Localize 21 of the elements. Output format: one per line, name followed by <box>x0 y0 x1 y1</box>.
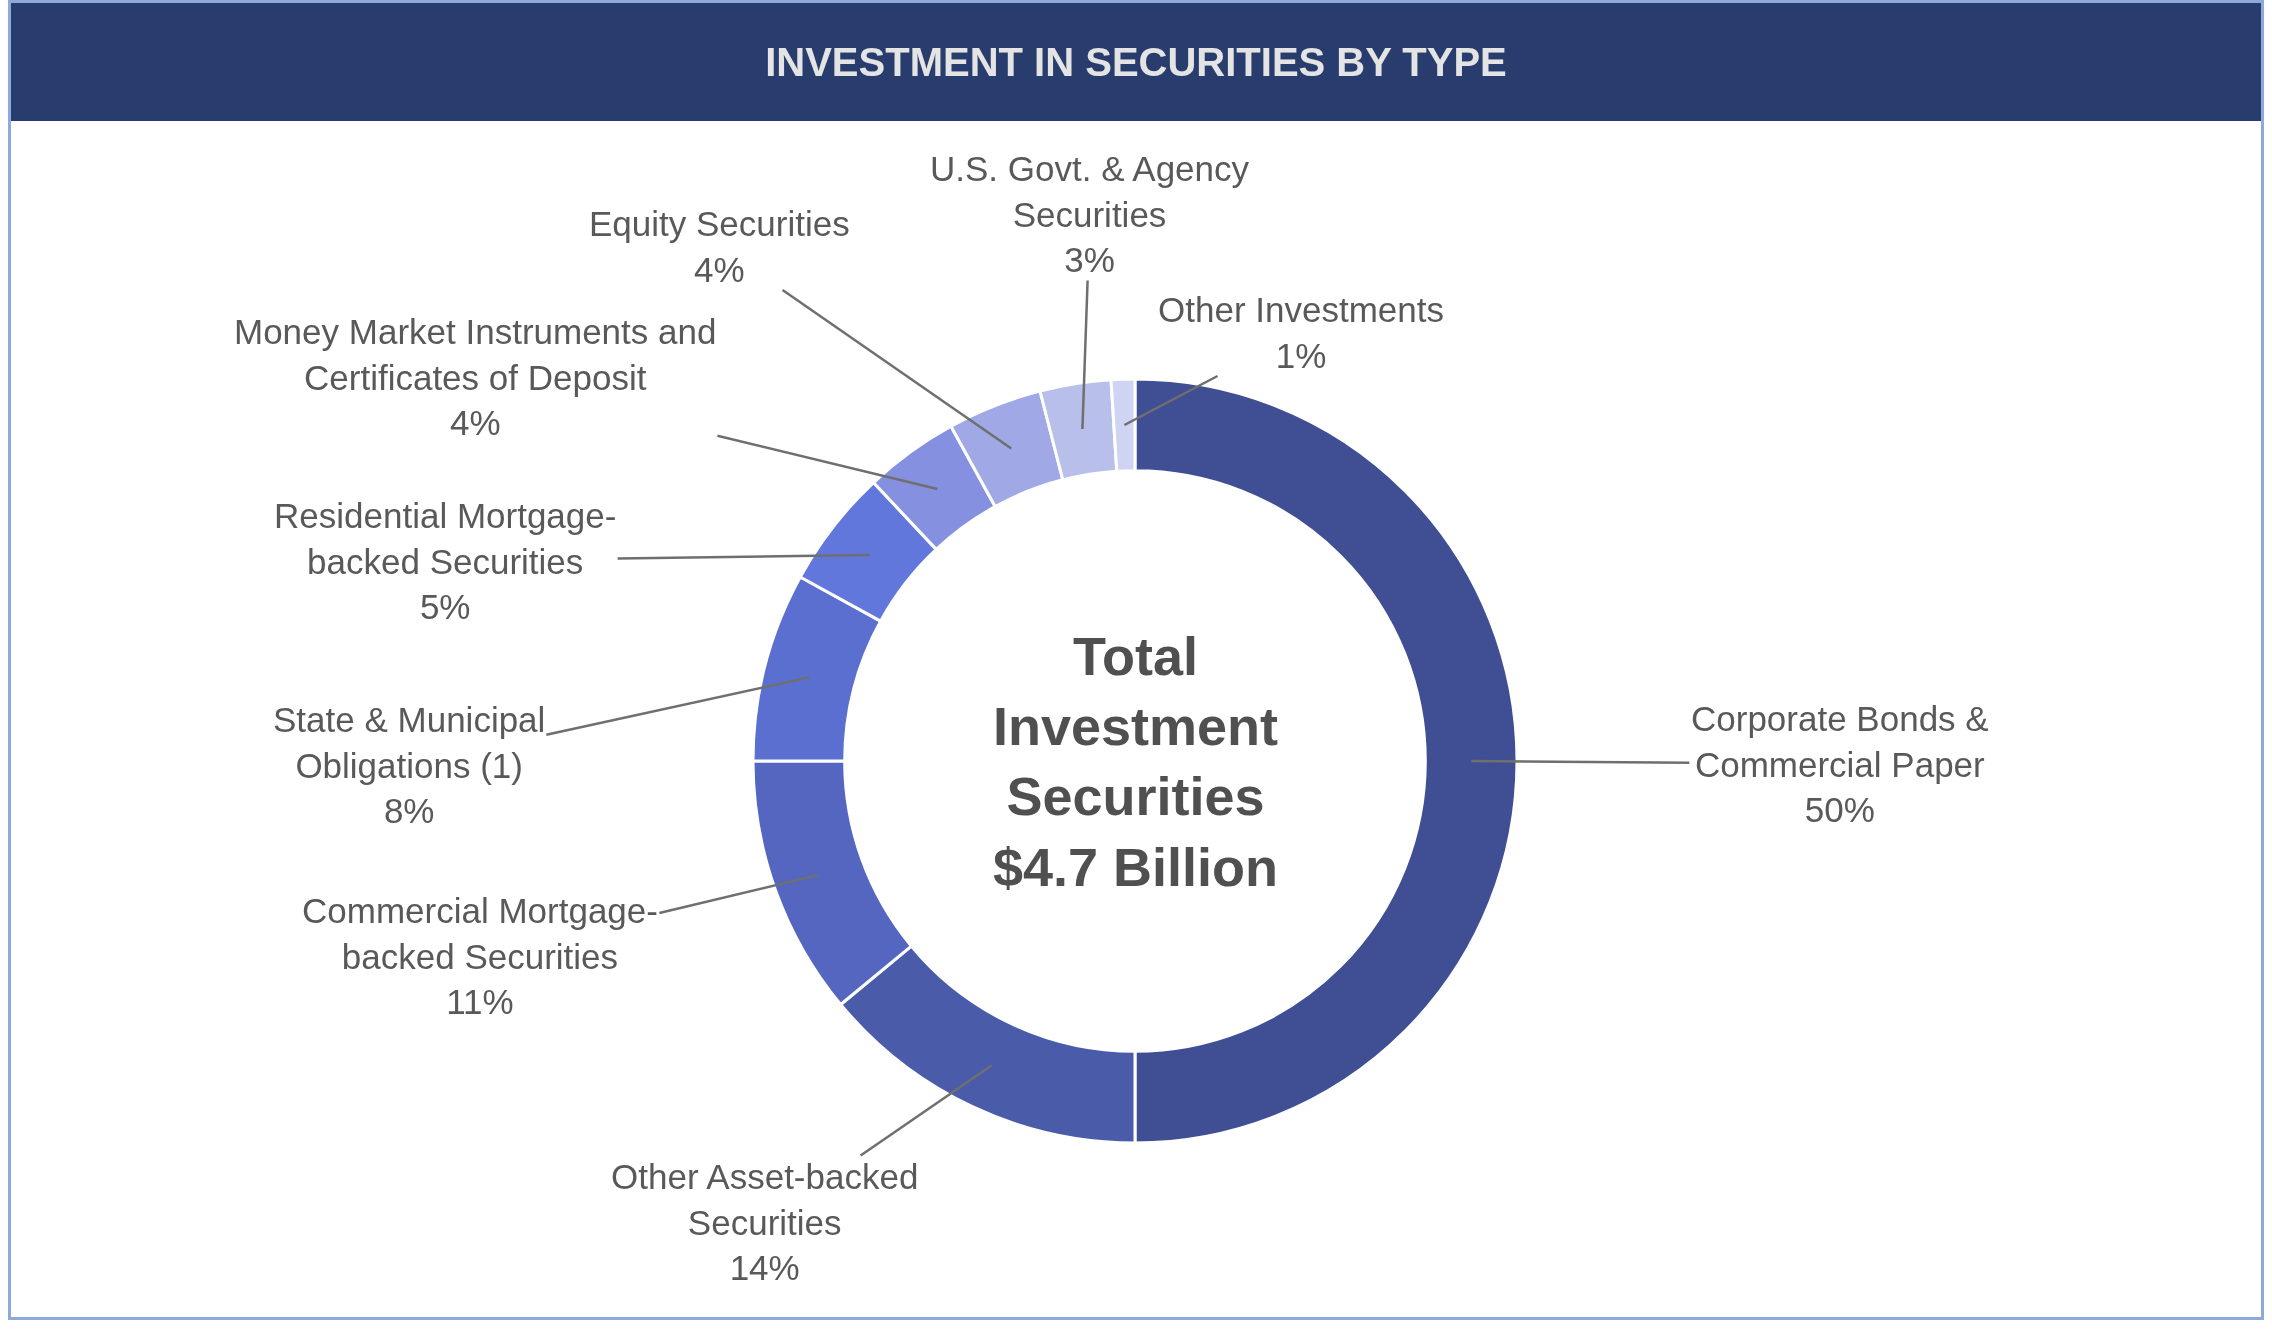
text: Total Investment Securities $4.7 Billion <box>993 626 1279 897</box>
slice-label: Other Investments <box>1158 290 1444 329</box>
slice-label: Other Asset-backed Securities <box>611 1157 919 1242</box>
header-banner: INVESTMENT IN SECURITIES BY TYPE <box>11 3 2261 121</box>
data-label: 4% <box>449 403 501 442</box>
data-label: 11% <box>446 982 514 1021</box>
data-label: 50% <box>1804 790 1875 829</box>
slice-label: Residential Mortgage-backed Securities <box>274 496 617 581</box>
data-label: 8% <box>383 791 435 830</box>
data-label: 14% <box>729 1248 800 1287</box>
data-label: 3% <box>1064 240 1115 279</box>
slice-label: U.S. Govt. & Agency Securities <box>930 149 1250 234</box>
slice-label: Corporate Bonds & Commercial Paper <box>1691 699 1989 784</box>
slice-label: Equity Securities <box>589 204 850 243</box>
data-label: 1% <box>1275 335 1327 375</box>
slice-label: Commercial Mortgage-backed Securities <box>302 891 658 976</box>
slice-label: Money Market Instruments and Certificates of Deposit <box>234 312 717 397</box>
data-label: 4% <box>694 249 745 289</box>
chart-title: INVESTMENT IN SECURITIES BY TYPE <box>765 39 1507 85</box>
slice-label: State & Municipal Obligations (1) <box>273 700 546 785</box>
data-label: 5% <box>419 587 471 626</box>
